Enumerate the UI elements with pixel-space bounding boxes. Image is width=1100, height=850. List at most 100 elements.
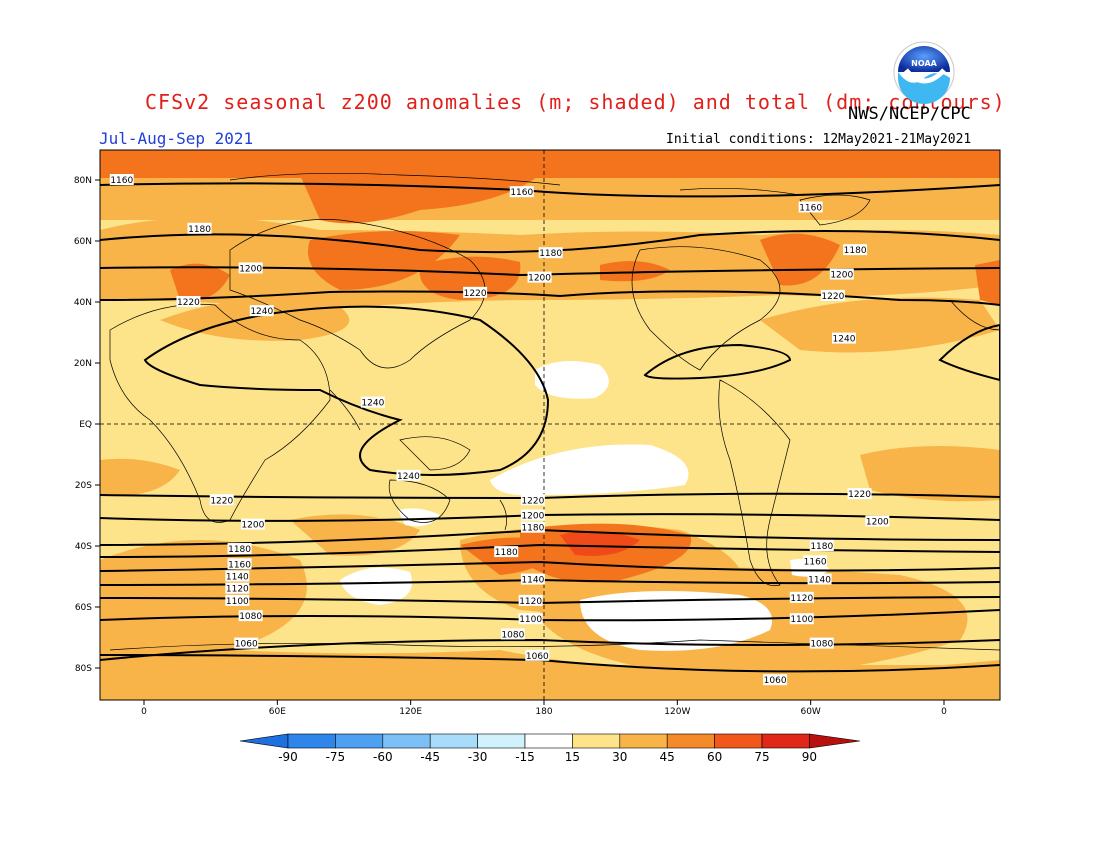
contour-label: 1100 <box>789 613 814 625</box>
contour-label: 1200 <box>240 518 265 531</box>
contour-label-bg <box>463 286 488 298</box>
contour-label-bg <box>518 594 543 606</box>
contour-label-bg <box>789 591 814 603</box>
contour-label: 1160 <box>227 558 252 570</box>
contour-label-bg <box>225 570 250 582</box>
contour-label: 1200 <box>829 268 854 281</box>
contour-labels: 1160 1160 1160 1180 1180 1180 1200 1200 1200 1220… <box>109 174 890 686</box>
colorbar: -90 -75 -60 -45 -30 -15 15 30 45 60 75 90 <box>239 733 861 764</box>
contour-label-text: 1180 <box>844 246 867 256</box>
lon-label: 60W <box>800 707 820 717</box>
colorbar-tick-label: -75 <box>326 750 346 764</box>
contour-label-text: 1100 <box>226 597 249 607</box>
contour-label-bg <box>820 289 845 301</box>
contour-label-text: 1160 <box>799 203 822 213</box>
contour-label-bg <box>360 396 385 408</box>
contour-label: 1180 <box>227 543 252 555</box>
colorbar-segment <box>761 733 810 749</box>
contour-label: 1200 <box>527 271 552 284</box>
contour-label-text: 1120 <box>519 597 542 607</box>
shade-neutral-regions <box>340 361 830 651</box>
lat-label: 80S <box>75 664 92 674</box>
contour-label: 1060 <box>763 674 788 686</box>
contour-label-bg <box>109 174 134 185</box>
contour-label-bg <box>238 262 263 274</box>
contour-label-text: 1080 <box>239 612 262 622</box>
latitude-axis: 80N 60N 40N 20N EQ 20S 40S 60S 80S <box>74 176 100 674</box>
contour-label-text: 1240 <box>361 399 384 409</box>
contour-label: 1080 <box>500 628 525 640</box>
contour-label: 1220 <box>209 494 234 506</box>
contour-label-text: 1140 <box>521 576 544 586</box>
contour-label-text: 1220 <box>464 289 487 299</box>
contour-label-text: 1160 <box>110 176 133 186</box>
contour-label-bg <box>494 546 519 558</box>
contour-label-text: 1160 <box>804 557 827 567</box>
contour-label-bg <box>538 247 563 259</box>
contour-label: 1180 <box>520 521 545 534</box>
contour-label: 1220 <box>463 286 488 299</box>
colorbar-tick-label: 75 <box>754 750 769 764</box>
agency-label: NWS/NCEP/CPC <box>848 104 971 124</box>
contour-label: 1240 <box>832 332 856 345</box>
colorbar-segment <box>524 733 573 749</box>
lat-label: 80N <box>74 176 92 186</box>
lat-label: 20N <box>74 359 92 369</box>
contour-label-bg <box>798 201 823 213</box>
contour-label-text: 1200 <box>241 521 264 531</box>
colorbar-tick-label: -30 <box>468 750 488 764</box>
colorbar-tick-label: -60 <box>373 750 393 764</box>
contour-label-text: 1220 <box>821 292 844 302</box>
contour-label-text: 1160 <box>510 188 533 198</box>
colorbar-segment <box>666 733 715 749</box>
contour-label-text: 1180 <box>495 548 518 558</box>
colorbar-tick-label: -90 <box>278 750 298 764</box>
contour-label-text: 1200 <box>521 512 544 522</box>
contour-label-bg <box>176 296 201 307</box>
map-plot-area: 1160 1160 1160 1180 1180 1180 1200 1200 1200 1220… <box>100 150 1000 700</box>
contour-label-text: 1180 <box>521 524 544 534</box>
contour-label: 1140 <box>807 573 832 586</box>
contour-label-bg <box>809 637 834 649</box>
lat-label: 20S <box>75 481 92 491</box>
contour-label-text: 1220 <box>210 496 233 506</box>
contour-label-bg <box>238 610 263 622</box>
colorbar-segment <box>619 733 668 749</box>
contour-label: 1180 <box>538 247 563 259</box>
map-frame <box>99 149 1001 701</box>
contour-label: 1220 <box>847 488 872 500</box>
lon-label: 120W <box>664 707 690 717</box>
contour-label-text: 1200 <box>528 274 551 284</box>
contour-label-bg <box>803 555 828 567</box>
contour-label-text: 1120 <box>790 594 813 604</box>
contour-label-text: 1180 <box>188 225 211 235</box>
contour-label: 1080 <box>238 610 263 622</box>
colorbar-tick-label: 90 <box>802 750 817 764</box>
contour-label: 1060 <box>525 649 550 662</box>
contour-label: 1180 <box>843 244 868 256</box>
contour-label-text: 1180 <box>810 542 833 552</box>
contour-label-bg <box>832 332 856 344</box>
season-label: Jul-Aug-Sep 2021 <box>99 129 254 148</box>
noaa-logo-icon: NOAA <box>893 41 955 104</box>
contour-label: 1140 <box>225 570 250 583</box>
colorbar-segment <box>429 733 478 749</box>
contour-label-text: 1220 <box>521 496 544 506</box>
contour-label-bg <box>527 271 552 283</box>
lon-label: 180 <box>535 707 552 717</box>
contour-label: 1120 <box>518 594 543 607</box>
contour-label-bg <box>225 582 250 594</box>
contour-label-text: 1200 <box>830 271 853 281</box>
contour-label-bg <box>520 573 545 585</box>
contour-label-text: 1060 <box>764 676 787 686</box>
colorbar-tick-label: -15 <box>515 750 535 764</box>
colorbar-segment <box>382 733 431 749</box>
contour-label: 1160 <box>798 201 823 213</box>
colorbar-tick-label: 45 <box>660 750 675 764</box>
contour-label: 1240 <box>360 396 385 409</box>
contour-label-text: 1120 <box>226 585 249 595</box>
contour-label-text: 1240 <box>397 472 420 482</box>
lat-label: 40N <box>74 298 92 308</box>
contour-label-text: 1140 <box>808 576 831 586</box>
contour-label-text: 1080 <box>501 630 524 640</box>
